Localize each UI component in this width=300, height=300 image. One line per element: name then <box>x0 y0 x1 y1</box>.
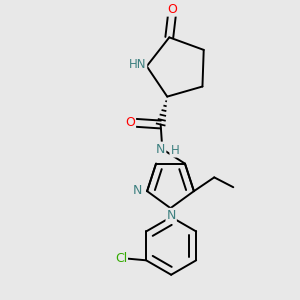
Text: O: O <box>125 116 135 129</box>
Text: N: N <box>133 184 142 197</box>
Text: H: H <box>170 144 179 157</box>
Text: N: N <box>156 142 165 156</box>
Text: N: N <box>167 209 176 222</box>
Text: HN: HN <box>129 58 146 71</box>
Text: O: O <box>167 3 177 16</box>
Text: Cl: Cl <box>115 252 127 265</box>
